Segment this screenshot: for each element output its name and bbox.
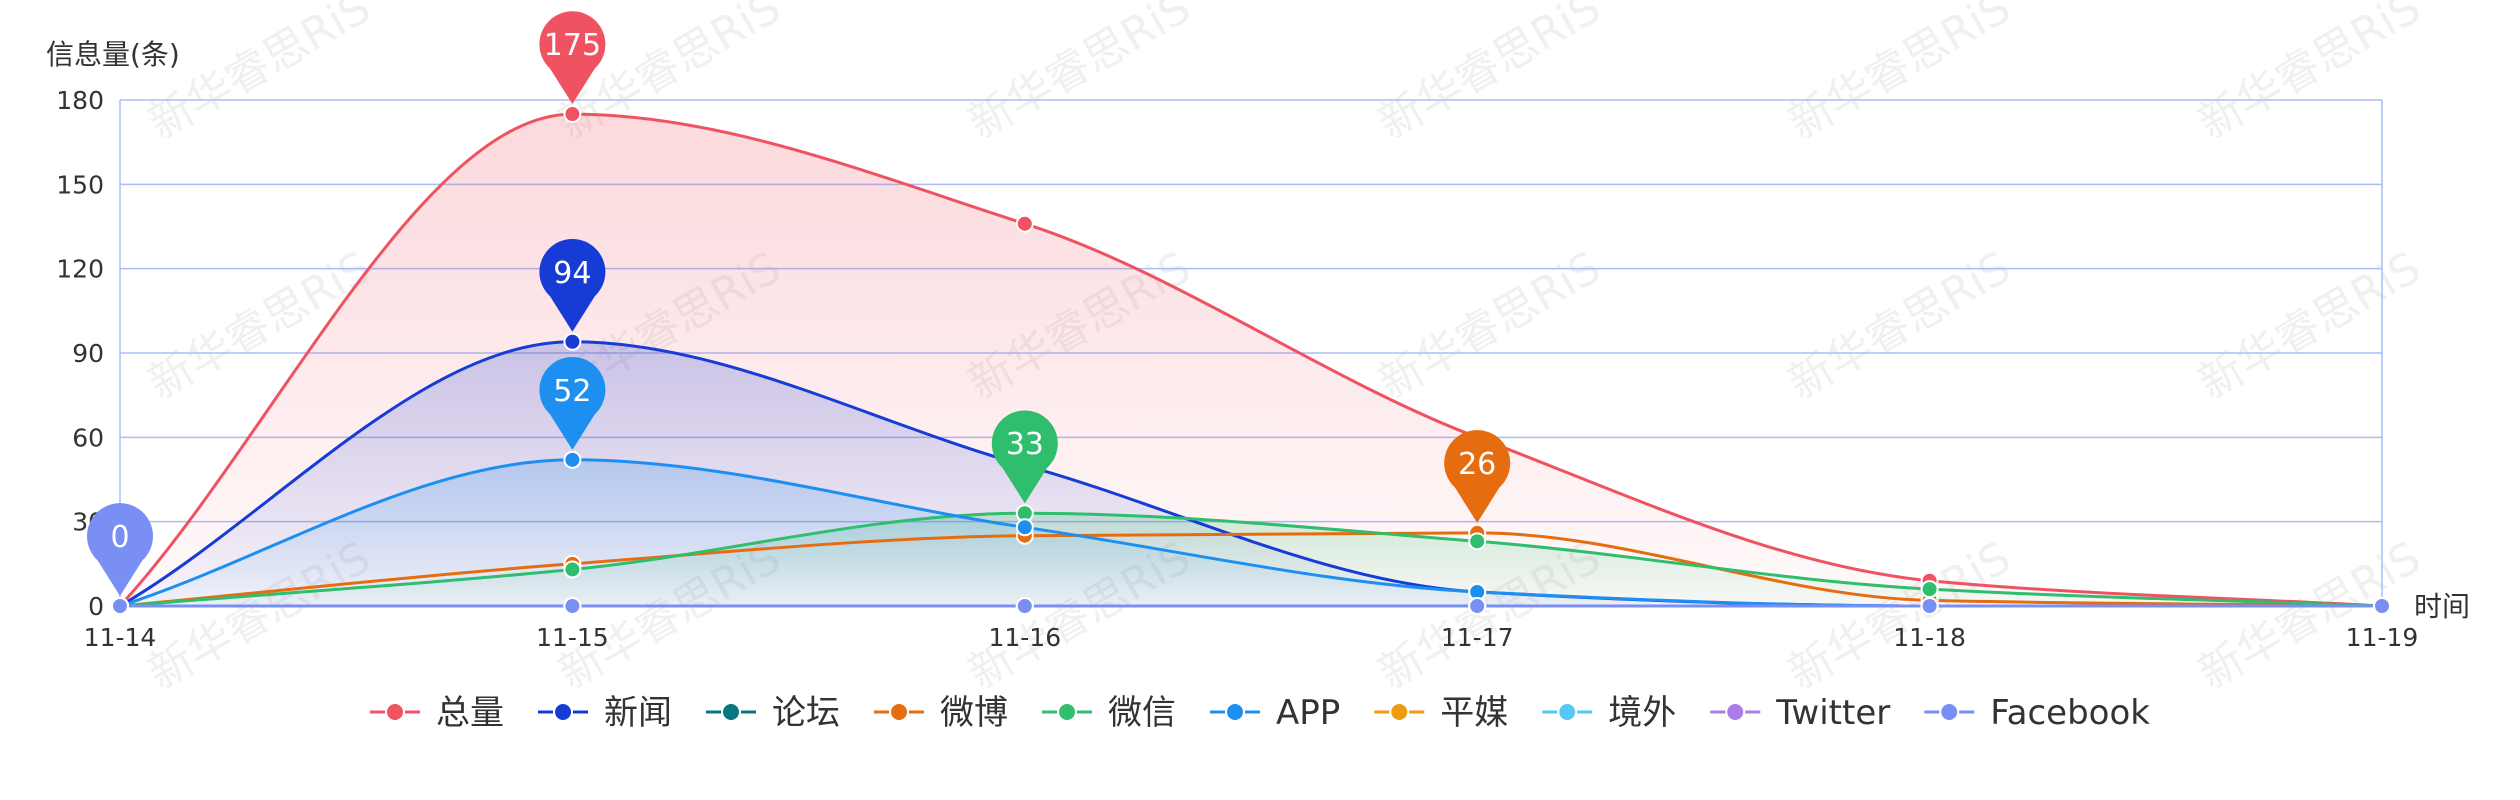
pin-marker [991, 410, 1058, 504]
data-point[interactable] [1920, 597, 1939, 615]
watermark-text: 新华睿思RiS [140, 0, 379, 150]
watermark-text: 新华睿思RiS [2190, 532, 2429, 700]
pin-marker [87, 503, 153, 596]
series-line [119, 511, 2383, 608]
legend-dot-icon [721, 702, 742, 722]
legend-dot-icon [1225, 702, 1246, 722]
y-tick-label: 90 [72, 339, 104, 368]
legend-label: 境外 [1608, 693, 1676, 733]
legend-item[interactable]: Twitter [1710, 693, 1890, 733]
watermark-text: 新华睿思RiS [960, 0, 1199, 150]
data-point[interactable] [563, 105, 582, 124]
watermark-text: 新华睿思RiS [1370, 0, 1609, 150]
legend-label: APP [1276, 693, 1340, 733]
pin-label: 0 [110, 520, 129, 555]
x-tick-label: 11-17 [1441, 623, 1514, 652]
pin-label: 94 [553, 256, 591, 291]
legend-dot-icon [1939, 702, 1960, 722]
value-pin: 33 [991, 410, 1058, 504]
x-tick-label: 11-18 [1893, 623, 1966, 652]
legend-label: 微博 [940, 693, 1008, 733]
value-pin: 94 [539, 238, 606, 332]
pin-label: 33 [1006, 427, 1044, 462]
legend-item[interactable]: 境外 [1542, 693, 1676, 733]
legend-dot-icon [1057, 702, 1078, 722]
pin-label: 175 [544, 28, 601, 63]
legend-dot-icon [1389, 702, 1410, 722]
value-pin: 0 [87, 503, 153, 596]
legend-dot-icon [1725, 702, 1746, 722]
annotation-layer: 175 94 52 33 26 0 [87, 11, 1511, 596]
legend-dot-icon [889, 702, 910, 722]
data-point[interactable] [563, 597, 582, 615]
series-area [120, 459, 2382, 606]
legend-dot-icon [1557, 702, 1578, 722]
legend-label: 总量 [436, 693, 504, 733]
x-tick-label: 11-16 [988, 623, 1061, 652]
watermark-text: 新华睿思RiS [2190, 0, 2429, 150]
value-pin: 175 [539, 11, 606, 105]
data-point[interactable] [111, 597, 129, 615]
y-tick-label: 120 [56, 255, 104, 284]
legend-item[interactable]: 论坛 [706, 693, 840, 733]
y-axis-title: 信息量(条) [46, 38, 180, 71]
legend-label: 微信 [1108, 693, 1176, 733]
pin-label: 52 [553, 374, 591, 409]
data-point[interactable] [1468, 597, 1487, 615]
x-tick-label: 11-19 [2346, 623, 2419, 652]
legend-item[interactable]: Facebook [1924, 693, 2150, 733]
data-point[interactable] [1015, 214, 1034, 233]
legend-item[interactable]: 微信 [1042, 693, 1176, 733]
y-tick-label: 180 [56, 86, 104, 115]
pin-marker [539, 356, 606, 450]
watermark-text: 新华睿思RiS [2190, 242, 2429, 410]
pin-marker [539, 11, 606, 105]
watermark-text: 新华睿思RiS [1780, 0, 2019, 150]
legend-label: Facebook [1990, 693, 2150, 733]
data-point[interactable] [1920, 580, 1939, 599]
data-point[interactable] [563, 450, 582, 469]
x-tick-label: 11-14 [84, 623, 157, 652]
watermark-text: 新华睿思RiS [1780, 532, 2019, 700]
y-tick-label: 60 [72, 423, 104, 452]
legend-label: 新闻 [604, 693, 672, 733]
data-point[interactable] [1015, 597, 1034, 615]
area-layer [120, 114, 2382, 606]
legend-item[interactable]: 平媒 [1374, 693, 1508, 733]
legend-label: 平媒 [1440, 693, 1508, 733]
legend-label: Twitter [1775, 693, 1890, 733]
data-point[interactable] [2373, 597, 2391, 615]
watermark-text: 新华睿思RiS [1780, 242, 2019, 410]
line-layer [118, 112, 2383, 608]
legend-label: 论坛 [772, 693, 840, 733]
point-layer [111, 105, 2391, 615]
x-axis-title: 时间 [2414, 590, 2470, 623]
data-point[interactable] [1015, 518, 1034, 537]
value-pin: 26 [1444, 430, 1511, 523]
series-line [118, 112, 2383, 608]
legend-item[interactable]: APP [1210, 693, 1340, 733]
legend: 总量 新闻 论坛 微博 微信 APP 平媒 境外 Twitter Facebook [370, 693, 2150, 733]
x-tick-label: 11-15 [536, 623, 609, 652]
legend-dot-icon [553, 702, 574, 722]
legend-item[interactable]: 总量 [370, 693, 504, 733]
data-point[interactable] [563, 332, 582, 351]
watermark-text: 新华睿思RiS [1370, 242, 1609, 410]
legend-dot-icon [385, 702, 406, 722]
value-pin: 52 [539, 356, 606, 450]
data-point[interactable] [1468, 532, 1487, 551]
data-point[interactable] [563, 560, 582, 579]
series-line [119, 531, 2383, 608]
legend-item[interactable]: 新闻 [538, 693, 672, 733]
pin-label: 26 [1458, 447, 1496, 482]
y-tick-label: 150 [56, 170, 104, 199]
pin-marker [539, 238, 606, 332]
legend-item[interactable]: 微博 [874, 693, 1008, 733]
y-tick-label: 0 [88, 592, 104, 621]
pin-marker [1444, 430, 1511, 523]
